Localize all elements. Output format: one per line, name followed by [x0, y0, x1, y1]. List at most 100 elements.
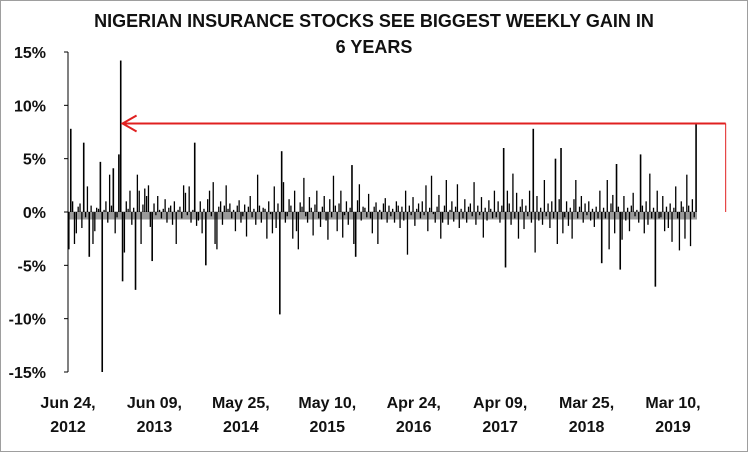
bar [275, 212, 277, 228]
bar [517, 212, 520, 239]
bar [190, 212, 192, 223]
bar [638, 212, 640, 223]
bar [684, 212, 686, 239]
bar [436, 206, 438, 212]
bar [170, 205, 172, 212]
bar [149, 212, 151, 227]
y-tick-label: -10% [9, 312, 46, 329]
bar [299, 202, 301, 212]
bar [142, 204, 144, 212]
bar [155, 212, 157, 216]
zero-band [68, 211, 697, 220]
bar [258, 205, 261, 212]
bar [306, 212, 309, 223]
bar [493, 190, 496, 212]
bar [658, 212, 660, 219]
bar [251, 212, 253, 218]
bar [103, 209, 105, 212]
bar [108, 174, 111, 212]
bar [382, 203, 385, 212]
y-tick-label: 15% [14, 45, 46, 62]
bar [595, 206, 597, 212]
bar [290, 205, 292, 212]
bar [536, 196, 538, 212]
bar [242, 212, 244, 217]
bar [308, 197, 311, 212]
bar [231, 212, 233, 219]
bar [686, 174, 688, 212]
bar [464, 199, 466, 212]
bar [392, 208, 394, 212]
bar [96, 207, 98, 212]
bar [175, 212, 177, 244]
x-tick-label-line-2: 2012 [50, 419, 86, 436]
bar [404, 190, 407, 212]
bar [386, 212, 388, 223]
bar [266, 212, 268, 239]
bar [244, 204, 246, 212]
bar [610, 203, 612, 212]
bar [297, 212, 299, 250]
bar [227, 208, 229, 212]
bar [541, 212, 544, 225]
bar [279, 212, 281, 315]
bar [138, 190, 140, 212]
bar [164, 199, 166, 212]
bar [303, 177, 305, 212]
bar [419, 212, 422, 219]
bar [628, 212, 631, 232]
bar [192, 209, 194, 212]
bar [429, 207, 431, 212]
bar [571, 212, 573, 239]
bar [502, 148, 505, 212]
bar [540, 207, 542, 212]
bar [101, 212, 104, 372]
bar [269, 212, 272, 215]
bar [471, 212, 473, 217]
bar [158, 209, 161, 212]
bar [273, 186, 275, 212]
bar [689, 212, 692, 247]
bar [565, 201, 568, 212]
bar [408, 205, 410, 212]
bar [286, 212, 288, 217]
bar [393, 212, 396, 223]
bar [173, 201, 176, 212]
bar [477, 205, 479, 212]
bar [647, 212, 649, 225]
bar [569, 207, 571, 212]
bar [625, 212, 627, 221]
bar [94, 212, 96, 232]
bar [295, 212, 298, 232]
bar [606, 180, 608, 212]
bar [188, 186, 190, 212]
bar [127, 208, 129, 212]
bar [430, 175, 433, 212]
bar [73, 212, 76, 244]
bar [523, 212, 525, 230]
bar [260, 212, 262, 223]
bar [342, 212, 344, 238]
bar [75, 212, 77, 234]
bar [660, 212, 662, 218]
bar [454, 206, 457, 212]
bar [469, 203, 472, 212]
red-arrow [120, 114, 727, 212]
bar [105, 201, 107, 212]
x-tick-label-line-2: 2014 [223, 419, 259, 436]
bar [621, 212, 623, 240]
bar [525, 205, 527, 212]
bar [453, 212, 455, 222]
bar [641, 205, 644, 212]
y-axis-ticks: 15% 10% 5% 0% -5% -10% -15% [9, 45, 68, 382]
bar [245, 212, 248, 237]
bar [182, 185, 185, 212]
bar [177, 209, 179, 212]
bar [682, 206, 684, 212]
bar [478, 212, 481, 216]
bar [447, 212, 449, 225]
bar [527, 212, 529, 217]
bar [499, 212, 501, 223]
bar [88, 212, 91, 257]
